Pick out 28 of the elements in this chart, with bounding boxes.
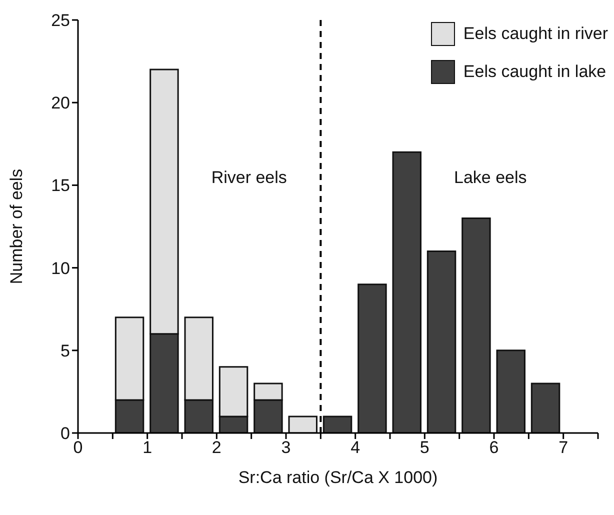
y-tick-label: 25 xyxy=(51,11,70,30)
bar xyxy=(322,416,352,433)
y-tick-label: 20 xyxy=(51,94,70,113)
bar xyxy=(426,250,456,433)
x-tick-label: 4 xyxy=(350,438,360,458)
legend-label: Eels caught in river xyxy=(463,24,608,44)
x-tick-label: 2 xyxy=(212,438,222,458)
bar xyxy=(496,350,526,433)
y-tick-label: 10 xyxy=(51,258,70,278)
bar xyxy=(288,416,318,433)
x-tick-label: 3 xyxy=(281,438,291,458)
x-tick-label: 5 xyxy=(420,438,430,458)
bar xyxy=(358,284,387,433)
y-tick-label: 5 xyxy=(60,341,70,360)
bar xyxy=(392,151,422,433)
x-tick-label: 0 xyxy=(73,438,83,458)
y-axis-title: Number of eels xyxy=(7,168,26,284)
x-axis-title: Sr:Ca ratio (Sr/Ca X 1000) xyxy=(238,468,438,487)
bar xyxy=(530,382,560,433)
x-tick-label: 7 xyxy=(558,438,568,458)
x-tick-label: 1 xyxy=(142,438,152,458)
x-tick-label: 6 xyxy=(489,438,499,458)
y-tick-label: 0 xyxy=(60,424,70,444)
annotation: Lake eels xyxy=(454,168,527,188)
legend-label: Eels caught in lake xyxy=(463,62,606,82)
bar xyxy=(462,217,491,433)
y-tick-label: 15 xyxy=(51,176,70,196)
annotation: River eels xyxy=(211,168,287,188)
